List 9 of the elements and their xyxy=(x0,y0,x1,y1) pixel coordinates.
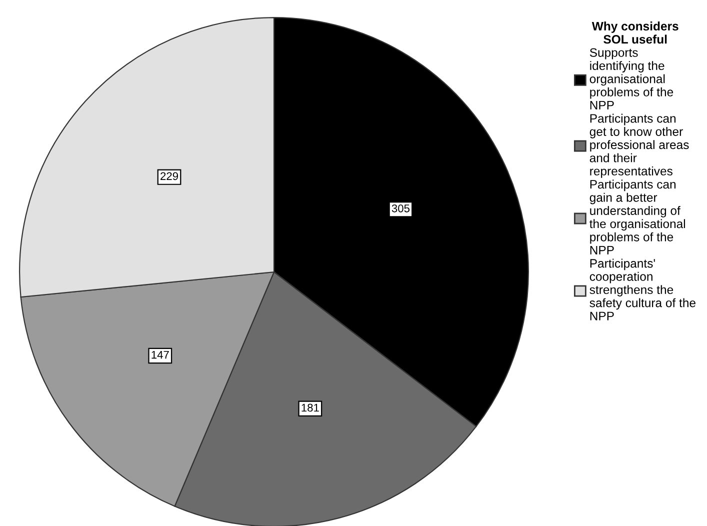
data-label: 305 xyxy=(392,204,410,212)
legend-label: Participants' cooperation strengthens the safety cultura of the NPP xyxy=(590,258,696,320)
data-label: 147 xyxy=(152,350,169,359)
legend-title: Why considers SOL useful xyxy=(592,22,678,44)
legend-label: Supports identifying the organisational problems of the NPP xyxy=(590,48,674,110)
legend-label: Participants can gain a better understanding of the organisational problems of the NPP xyxy=(590,180,686,254)
data-label: 181 xyxy=(302,404,319,412)
legend-label: Participants can get to know other professional areas and their representatives xyxy=(590,114,689,178)
data-label: 229 xyxy=(160,172,178,180)
